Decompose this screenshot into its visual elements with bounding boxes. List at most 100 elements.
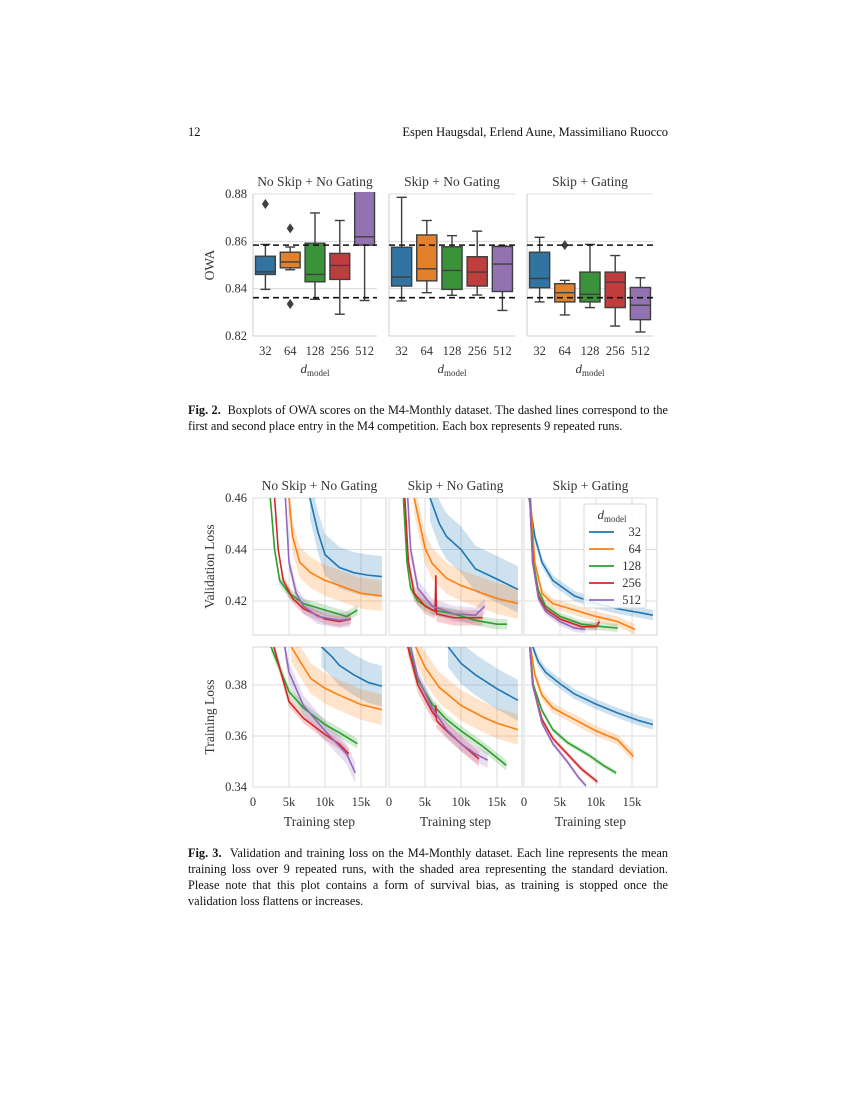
series-line-64	[529, 498, 636, 631]
x-axis-label: Training step	[420, 814, 491, 829]
series-group	[402, 498, 519, 630]
std-band-512	[407, 498, 485, 623]
outlier-marker	[286, 299, 294, 310]
legend-label: 128	[622, 559, 641, 573]
running-head-authors: Espen Haugsdal, Erlend Aune, Massimilian…	[402, 125, 668, 139]
legend-label: 64	[629, 542, 642, 556]
y-tick-label: 0.82	[225, 329, 247, 343]
box-32	[528, 251, 551, 289]
panel-frame	[252, 497, 387, 636]
box-128	[441, 246, 463, 291]
box-512	[491, 245, 514, 293]
y-axis-label: OWA	[202, 249, 217, 280]
box-256	[604, 271, 626, 309]
y-tick-label: 0.42	[225, 594, 247, 608]
series-group	[406, 647, 519, 771]
series-line-64	[413, 498, 519, 605]
series-line-256	[404, 498, 483, 619]
std-band-64	[289, 498, 382, 612]
series-line-512	[528, 498, 586, 631]
x-tick-label: 128	[443, 344, 462, 358]
std-band-128	[270, 498, 358, 622]
panel-frame	[252, 646, 387, 788]
dmodel-symbol: d	[576, 361, 583, 376]
x-tick-label: 64	[284, 344, 297, 358]
box-256	[466, 256, 488, 287]
x-tick-label: 32	[533, 344, 546, 358]
panel-title: Skip + No Gating	[404, 174, 500, 189]
x-tick-label: 256	[606, 344, 625, 358]
series-group	[269, 498, 382, 629]
series-line-32	[528, 498, 654, 616]
x-tick-label: 64	[559, 344, 572, 358]
x-tick-label: 0	[386, 795, 392, 809]
dmodel-symbol: d	[438, 361, 445, 376]
y-tick-label: 0.44	[225, 543, 248, 557]
x-tick-label: 512	[493, 344, 512, 358]
series-line-512	[284, 498, 351, 622]
series-line-256	[273, 647, 350, 755]
dmodel-symbol: d	[301, 361, 308, 376]
x-axis-label: Training step	[555, 814, 626, 829]
y-tick-label: 0.38	[225, 678, 247, 692]
dmodel-subscript: model	[444, 368, 467, 378]
fig3-caption-text: Validation and training loss on the M4-M…	[188, 846, 668, 908]
x-tick-label: 0	[250, 795, 256, 809]
dmodel-symbol: d	[598, 507, 605, 522]
dmodel-subscript: model	[604, 514, 627, 524]
y-tick-label: 0.46	[225, 491, 247, 505]
series-line-512	[528, 647, 587, 787]
panel-frame	[388, 497, 523, 636]
dmodel-subscript: model	[307, 368, 330, 378]
x-tick-label: 64	[421, 344, 434, 358]
legend-label: 512	[622, 593, 641, 607]
page-number: 12	[188, 125, 201, 139]
y-tick-label: 0.36	[225, 729, 247, 743]
box-256	[329, 252, 351, 281]
series-line-512	[409, 647, 489, 761]
y-tick-label: 0.86	[225, 234, 247, 248]
box-128	[304, 242, 326, 283]
fig3-caption: Fig. 3. Validation and training loss on …	[188, 845, 668, 909]
fig2-caption-label: Fig. 2.	[188, 403, 221, 417]
x-tick-label: 5k	[283, 795, 296, 809]
box-64	[416, 234, 438, 282]
x-tick-label: 15k	[352, 795, 372, 809]
series-line-64	[414, 647, 519, 731]
series-line-64	[290, 647, 383, 711]
std-band-64	[414, 498, 518, 620]
x-tick-label: 10k	[587, 795, 607, 809]
series-line-128	[270, 647, 358, 745]
x-tick-label: 256	[330, 344, 349, 358]
series-line-32	[531, 647, 654, 726]
x-tick-label: 512	[631, 344, 650, 358]
panel-title: No Skip + No Gating	[257, 174, 373, 189]
box-64	[279, 251, 301, 269]
outlier-marker	[561, 240, 569, 251]
legend-title: dmodel	[598, 507, 627, 524]
std-band-256	[407, 647, 480, 767]
panel-title: No Skip + No Gating	[262, 478, 378, 493]
series-line-512	[406, 498, 486, 616]
series-line-64	[529, 647, 635, 757]
box-32	[254, 255, 277, 276]
series-group	[270, 647, 383, 784]
box-group	[528, 236, 652, 333]
std-band-256	[274, 498, 351, 627]
x-tick-label: 5k	[419, 795, 432, 809]
dmodel-subscript: model	[582, 368, 605, 378]
x-axis-label: dmodel	[438, 361, 467, 378]
box-group	[254, 192, 376, 315]
legend-label: 32	[629, 525, 642, 539]
panel-title: Skip + Gating	[553, 478, 629, 493]
series-line-128	[407, 647, 507, 766]
x-tick-label: 128	[581, 344, 600, 358]
series-line-32	[320, 647, 383, 688]
x-tick-label: 32	[395, 344, 408, 358]
legend-box	[583, 503, 647, 609]
x-tick-label: 10k	[316, 795, 336, 809]
series-line-512	[283, 647, 356, 774]
x-tick-label: 0	[521, 795, 527, 809]
x-tick-label: 15k	[623, 795, 643, 809]
x-axis-label: Training step	[284, 814, 355, 829]
